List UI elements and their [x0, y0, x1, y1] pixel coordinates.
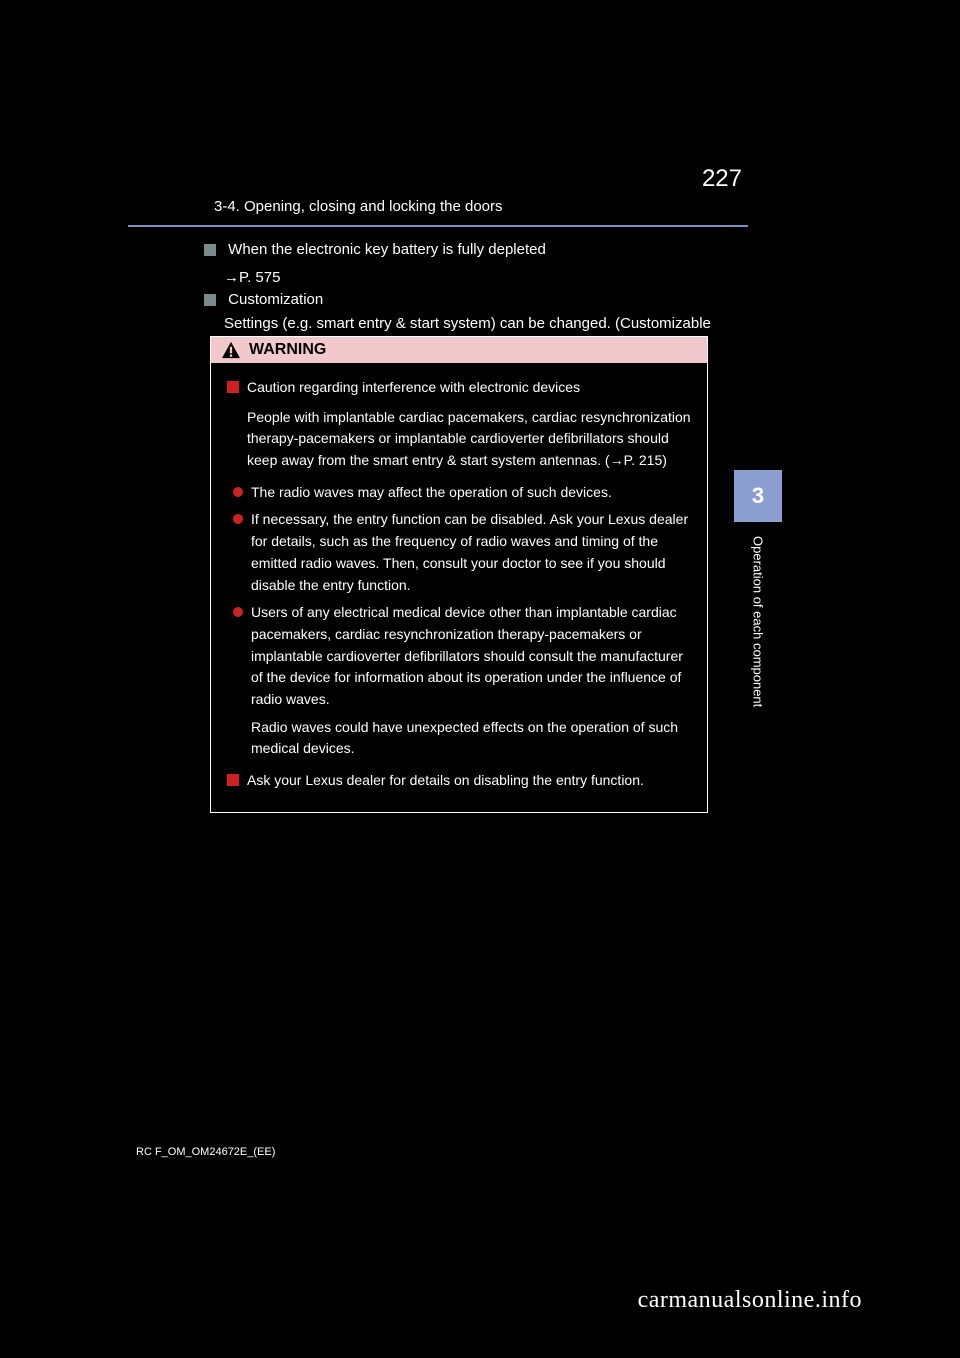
info-item-title: Customization [228, 291, 323, 308]
warning-section-title: Ask your Lexus dealer for details on dis… [247, 770, 691, 792]
red-dot-icon [233, 607, 243, 617]
warning-bullet-2: If necessary, the entry function can be … [233, 509, 691, 596]
red-dot-icon [233, 514, 243, 524]
square-bullet-icon [204, 244, 216, 256]
header-divider [128, 225, 748, 227]
warning-callout: WARNING Caution regarding interference w… [210, 336, 708, 813]
info-item-ref: →P. 575 [224, 266, 712, 290]
warning-bullet-1: The radio waves may affect the operation… [233, 482, 691, 504]
watermark: carmanualsonline.info [638, 1287, 862, 1314]
warning-bullet-subtext: Radio waves could have unexpected effect… [251, 717, 691, 760]
footer-document-code: RC F_OM_OM24672E_(EE) [136, 1146, 275, 1158]
warning-label: WARNING [249, 341, 326, 359]
square-bullet-icon [204, 294, 216, 306]
red-dot-icon [233, 487, 243, 497]
warning-bullet-text: Users of any electrical medical device o… [251, 602, 691, 710]
red-square-icon [227, 381, 239, 393]
red-square-icon [227, 774, 239, 786]
warning-bullet-3: Users of any electrical medical device o… [233, 602, 691, 710]
warning-section-2: Ask your Lexus dealer for details on dis… [227, 770, 691, 792]
warning-section-1: Caution regarding interference with elec… [227, 377, 691, 399]
info-item-battery: When the electronic key battery is fully… [204, 238, 712, 290]
warning-body: Caution regarding interference with elec… [211, 363, 707, 812]
section-header: 3-4. Opening, closing and locking the do… [214, 198, 503, 215]
info-item-title: When the electronic key battery is fully… [228, 241, 546, 258]
manual-page: 227 3-4. Opening, closing and locking th… [0, 0, 960, 1358]
warning-triangle-icon [221, 341, 241, 359]
warning-bullet-text: If necessary, the entry function can be … [251, 509, 691, 596]
warning-bullet-text: The radio waves may affect the operation… [251, 482, 691, 504]
page-number: 227 [702, 165, 742, 193]
warning-header: WARNING [211, 337, 707, 363]
chapter-side-label: Operation of each component [734, 528, 782, 788]
chapter-tab: 3 [734, 470, 782, 522]
warning-paragraph: People with implantable cardiac pacemake… [247, 407, 691, 472]
warning-section-title: Caution regarding interference with elec… [247, 377, 691, 399]
